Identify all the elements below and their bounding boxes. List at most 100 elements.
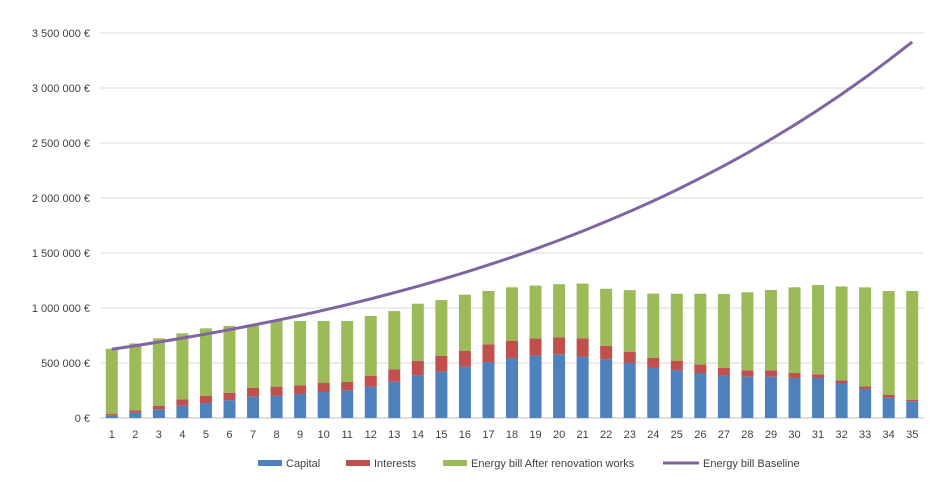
x-tick-label: 28	[741, 429, 753, 441]
bar-energy-bill-after-renovation-works	[106, 349, 118, 414]
bar-capital	[271, 396, 283, 418]
x-tick-label: 5	[203, 429, 209, 441]
x-tick-label: 20	[553, 429, 565, 441]
bar-interests	[153, 406, 165, 410]
x-tick-label: 14	[412, 429, 424, 441]
bar-interests	[647, 358, 659, 368]
x-tick-label: 35	[906, 429, 918, 441]
x-tick-label: 13	[388, 429, 400, 441]
bar-energy-bill-after-renovation-works	[647, 294, 659, 358]
bar-energy-bill-after-renovation-works	[153, 338, 165, 405]
bar-capital	[624, 363, 636, 418]
bar-energy-bill-after-renovation-works	[836, 286, 848, 380]
bar-capital	[906, 401, 918, 418]
bar-energy-bill-after-renovation-works	[176, 333, 188, 399]
bar-capital	[600, 359, 612, 418]
x-tick-label: 16	[459, 429, 471, 441]
legend-swatch	[258, 460, 282, 466]
bar-interests	[435, 356, 447, 372]
bar-capital	[200, 403, 212, 418]
x-tick-label: 34	[883, 429, 895, 441]
bar-energy-bill-after-renovation-works	[435, 300, 447, 356]
bar-capital	[812, 378, 824, 418]
x-tick-label: 19	[529, 429, 541, 441]
x-tick-label: 21	[577, 429, 589, 441]
bar-energy-bill-after-renovation-works	[671, 294, 683, 361]
bar-capital	[106, 416, 118, 418]
bar-capital	[482, 362, 494, 418]
bar-energy-bill-after-renovation-works	[741, 292, 753, 370]
x-tick-label: 8	[274, 429, 280, 441]
bar-capital	[765, 377, 777, 418]
bar-energy-bill-after-renovation-works	[765, 290, 777, 370]
bar-energy-bill-after-renovation-works	[294, 321, 306, 385]
bar-interests	[906, 400, 918, 401]
bar-energy-bill-after-renovation-works	[553, 284, 565, 337]
bar-energy-bill-after-renovation-works	[129, 343, 141, 410]
bar-interests	[812, 374, 824, 378]
bar-energy-bill-after-renovation-works	[600, 289, 612, 346]
bar-interests	[318, 383, 330, 392]
y-tick-label: 1 000 000 €	[32, 303, 90, 315]
bar-energy-bill-after-renovation-works	[388, 311, 400, 369]
bar-interests	[624, 352, 636, 363]
bar-capital	[577, 357, 589, 418]
bar-interests	[176, 399, 188, 405]
bar-capital	[388, 382, 400, 418]
bar-interests	[200, 396, 212, 403]
legend-label: Energy bill After renovation works	[471, 458, 635, 470]
x-tick-label: 25	[671, 429, 683, 441]
bar-capital	[153, 409, 165, 418]
legend-label: Energy bill Baseline	[703, 458, 800, 470]
y-tick-label: 1 500 000 €	[32, 248, 90, 260]
bar-energy-bill-after-renovation-works	[223, 326, 235, 393]
bar-interests	[718, 368, 730, 376]
bar-interests	[106, 414, 118, 416]
bar-interests	[530, 339, 542, 356]
x-tick-label: 9	[297, 429, 303, 441]
bar-energy-bill-after-renovation-works	[812, 285, 824, 374]
bar-interests	[223, 393, 235, 400]
bar-interests	[577, 338, 589, 356]
y-tick-label: 2 000 000 €	[32, 193, 90, 205]
y-tick-label: 3 500 000 €	[32, 28, 90, 40]
x-tick-label: 33	[859, 429, 871, 441]
bar-capital	[859, 389, 871, 418]
bar-interests	[459, 351, 471, 367]
bar-energy-bill-after-renovation-works	[506, 287, 518, 340]
y-tick-label: 2 500 000 €	[32, 138, 90, 150]
bar-capital	[223, 400, 235, 418]
bar-energy-bill-after-renovation-works	[906, 291, 918, 400]
bar-capital	[129, 413, 141, 418]
x-tick-label: 31	[812, 429, 824, 441]
x-tick-label: 23	[624, 429, 636, 441]
bar-energy-bill-after-renovation-works	[694, 294, 706, 365]
x-tick-label: 18	[506, 429, 518, 441]
x-tick-label: 30	[788, 429, 800, 441]
bar-capital	[506, 358, 518, 418]
x-tick-label: 29	[765, 429, 777, 441]
bar-capital	[553, 354, 565, 418]
bar-capital	[694, 373, 706, 418]
bar-energy-bill-after-renovation-works	[318, 321, 330, 383]
bar-interests	[694, 364, 706, 373]
bar-interests	[271, 387, 283, 396]
x-tick-label: 4	[179, 429, 185, 441]
bar-interests	[789, 373, 801, 378]
bar-capital	[247, 397, 259, 418]
legend-swatch	[443, 460, 467, 466]
bar-interests	[365, 376, 377, 387]
x-tick-label: 11	[341, 429, 352, 441]
bar-capital	[341, 390, 353, 418]
bar-interests	[836, 380, 848, 383]
x-tick-label: 24	[647, 429, 659, 441]
x-tick-label: 2	[132, 429, 138, 441]
x-tick-label: 17	[482, 429, 494, 441]
x-tick-label: 12	[365, 429, 377, 441]
bar-capital	[294, 394, 306, 418]
y-tick-label: 0 €	[75, 413, 90, 425]
bar-energy-bill-after-renovation-works	[789, 287, 801, 373]
bar-capital	[459, 367, 471, 418]
bar-capital	[789, 378, 801, 418]
